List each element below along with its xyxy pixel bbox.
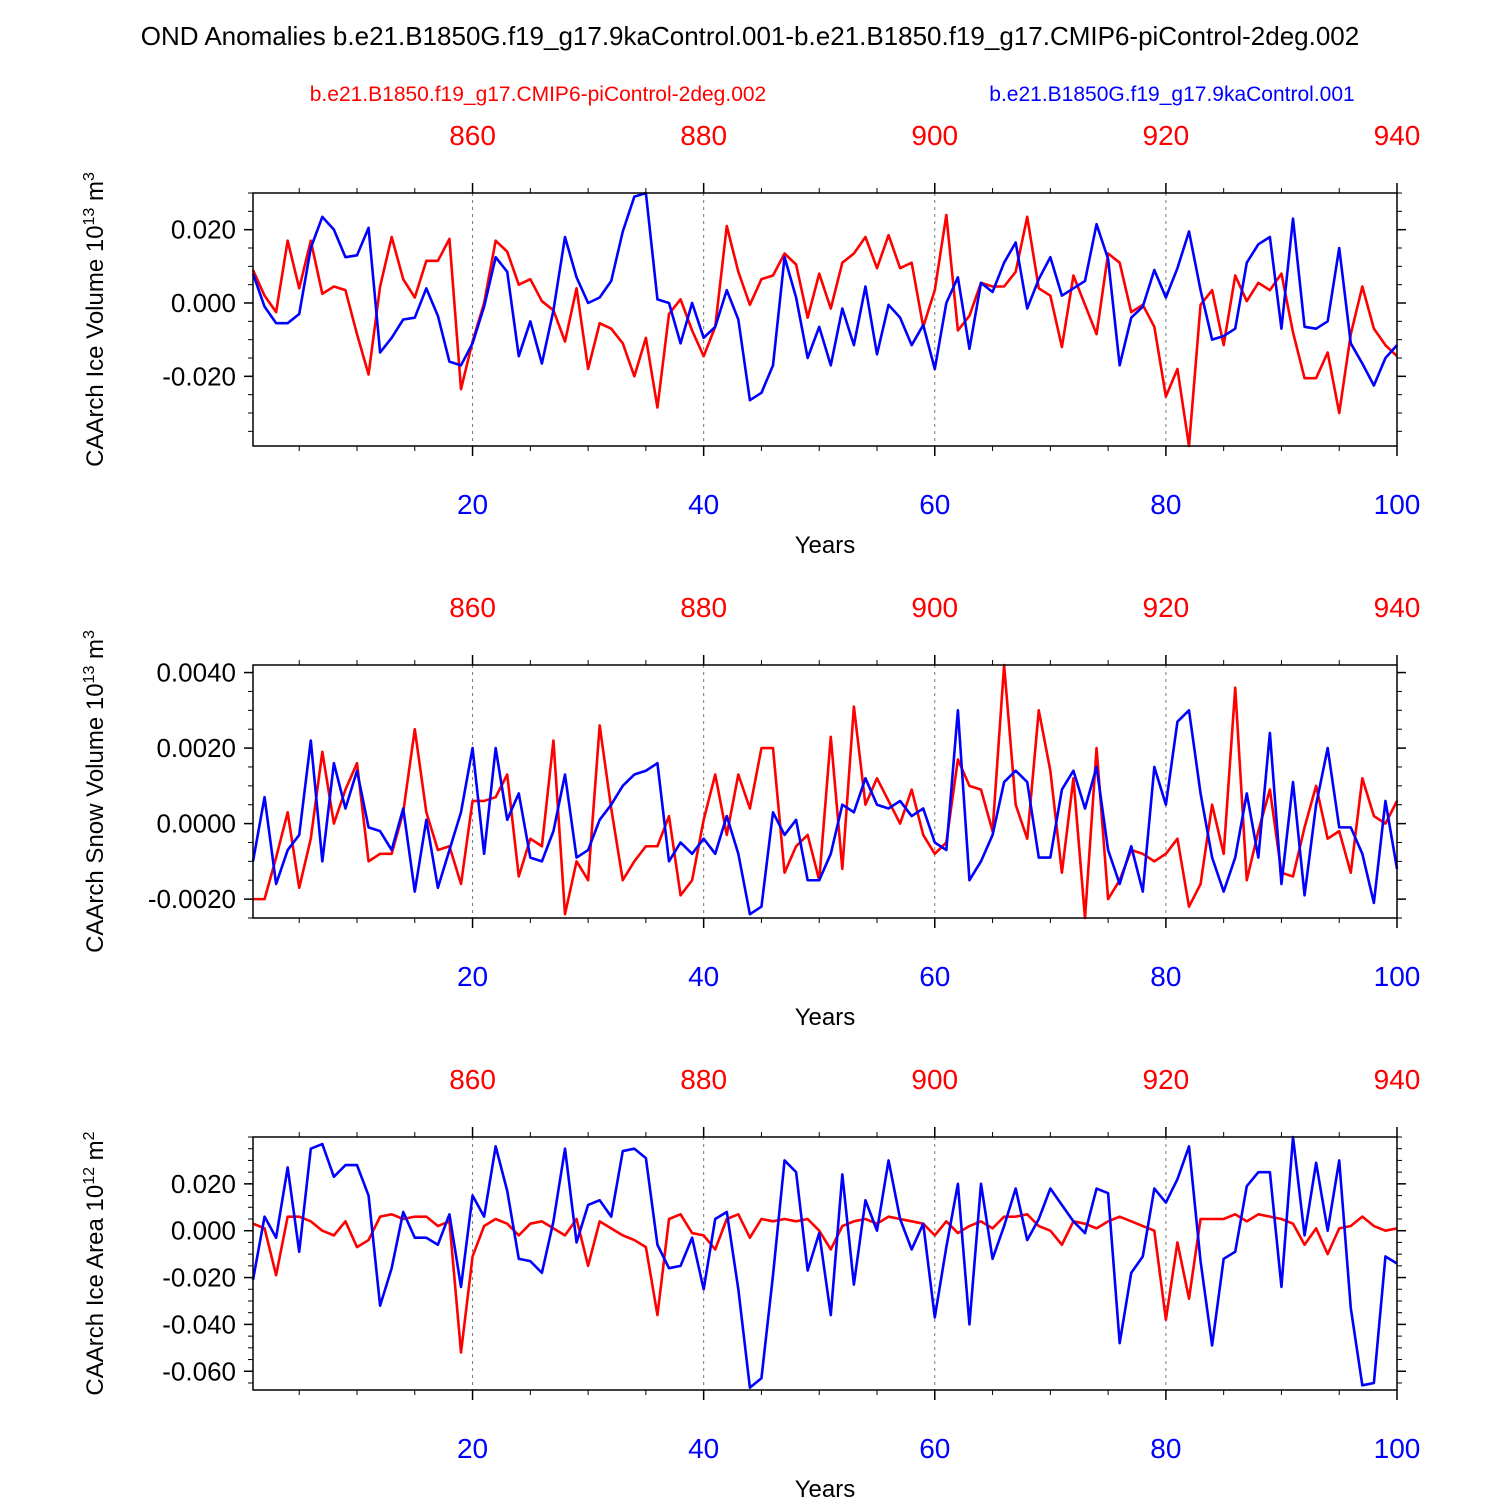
- top-tick-label: 880: [680, 592, 727, 623]
- top-tick-label: 900: [911, 1064, 958, 1095]
- y-axis-title-unit: m: [82, 181, 109, 208]
- x-axis-title: Years: [795, 532, 856, 559]
- x-tick-label: 20: [457, 1433, 488, 1464]
- y-axis-title-unit: m: [82, 639, 109, 666]
- x-tick-label: 100: [1374, 489, 1421, 520]
- y-axis-title: CAArch Ice Volume 1013 m3: [81, 172, 109, 467]
- series-line-blue: [251, 191, 1398, 402]
- top-tick-label: 900: [911, 120, 958, 151]
- y-tick-label: 0.0020: [156, 733, 236, 763]
- top-tick-label: 880: [680, 120, 727, 151]
- plot-frame: [252, 192, 1398, 447]
- y-tick-label: -0.0020: [148, 884, 236, 914]
- legend-red-label: b.e21.B1850.f19_g17.CMIP6-piControl-2deg…: [310, 83, 766, 106]
- top-tick-label: 920: [1143, 120, 1190, 151]
- y-axis-title-exponent: 12: [81, 1167, 98, 1185]
- legend-blue-label: b.e21.B1850G.f19_g17.9kaControl.001: [989, 83, 1354, 106]
- panel-3: 0.020 0.000 -0.020 -0.040 -0.060 20 40 60 80 100 Y…: [81, 1064, 1420, 1500]
- y-axis-title-power: 2: [81, 1131, 98, 1140]
- y-tick-label: 0.000: [171, 288, 236, 318]
- x-axis-title: Years: [795, 1004, 856, 1031]
- y-tick-label: 0.020: [171, 1169, 236, 1199]
- y-axis-title: CAArch Snow Volume 1013 m3: [81, 630, 109, 953]
- y-axis-title-text: CAArch Ice Area 10: [82, 1185, 109, 1396]
- y-axis-title-text: CAArch Ice Volume 10: [82, 225, 109, 466]
- x-tick-label: 80: [1150, 489, 1181, 520]
- x-tick-label: 60: [919, 1433, 950, 1464]
- top-tick-label: 940: [1374, 1064, 1421, 1095]
- x-axis-title: Years: [795, 1476, 856, 1500]
- top-tick-label: 920: [1143, 592, 1190, 623]
- top-tick-label: 880: [680, 1064, 727, 1095]
- y-tick-label: 0.0040: [156, 658, 236, 688]
- panels: 0.020 0.000 -0.020 20 40 60 80 100 Years 860 880 90…: [81, 120, 1420, 1500]
- y-tick-label: -0.040: [162, 1309, 236, 1339]
- y-axis-title-power: 3: [81, 172, 98, 181]
- y-tick-label: 0.0000: [156, 809, 236, 839]
- x-tick-label: 100: [1374, 961, 1421, 992]
- x-tick-label: 80: [1150, 1433, 1181, 1464]
- y-tick-label: -0.020: [162, 1263, 236, 1293]
- plot-frame: [252, 1136, 1398, 1391]
- figure-title: OND Anomalies b.e21.B1850G.f19_g17.9kaCo…: [141, 21, 1359, 51]
- y-axis-title-power: 3: [81, 630, 98, 639]
- y-axis-title-unit: m: [82, 1140, 109, 1167]
- series-line-red: [253, 663, 1399, 920]
- y-tick-label: 0.020: [171, 215, 236, 245]
- series-line-blue: [251, 709, 1399, 916]
- top-tick-label: 860: [449, 120, 496, 151]
- y-axis-title: CAArch Ice Area 1012 m2: [81, 1131, 109, 1395]
- x-tick-label: 40: [688, 1433, 719, 1464]
- y-axis-title-exponent: 13: [81, 208, 98, 226]
- panel-2: 0.0040 0.0020 0.0000 -0.0020 20 40 60 80 100 Year…: [81, 592, 1420, 1031]
- x-tick-label: 60: [919, 961, 950, 992]
- top-tick-label: 860: [449, 592, 496, 623]
- x-tick-label: 40: [688, 961, 719, 992]
- x-tick-label: 40: [688, 489, 719, 520]
- y-axis-title-exponent: 13: [81, 666, 98, 684]
- series-line-red: [251, 213, 1398, 448]
- top-tick-label: 900: [911, 592, 958, 623]
- x-tick-label: 60: [919, 489, 950, 520]
- top-tick-label: 860: [449, 1064, 496, 1095]
- y-tick-label: 0.000: [171, 1216, 236, 1246]
- x-tick-label: 20: [457, 489, 488, 520]
- series-line-red: [252, 1213, 1398, 1354]
- y-tick-label: -0.020: [162, 361, 236, 391]
- y-axis-title-text: CAArch Snow Volume 10: [82, 683, 109, 952]
- series-line-blue: [251, 1135, 1398, 1389]
- x-tick-label: 20: [457, 961, 488, 992]
- plot-frame: [252, 664, 1398, 919]
- x-tick-label: 80: [1150, 961, 1181, 992]
- x-tick-label: 100: [1374, 1433, 1421, 1464]
- panel-1: 0.020 0.000 -0.020 20 40 60 80 100 Years 860 880 90…: [81, 120, 1420, 559]
- top-tick-label: 940: [1374, 120, 1421, 151]
- y-tick-label: -0.060: [162, 1356, 236, 1386]
- top-tick-label: 940: [1374, 592, 1421, 623]
- top-tick-label: 920: [1143, 1064, 1190, 1095]
